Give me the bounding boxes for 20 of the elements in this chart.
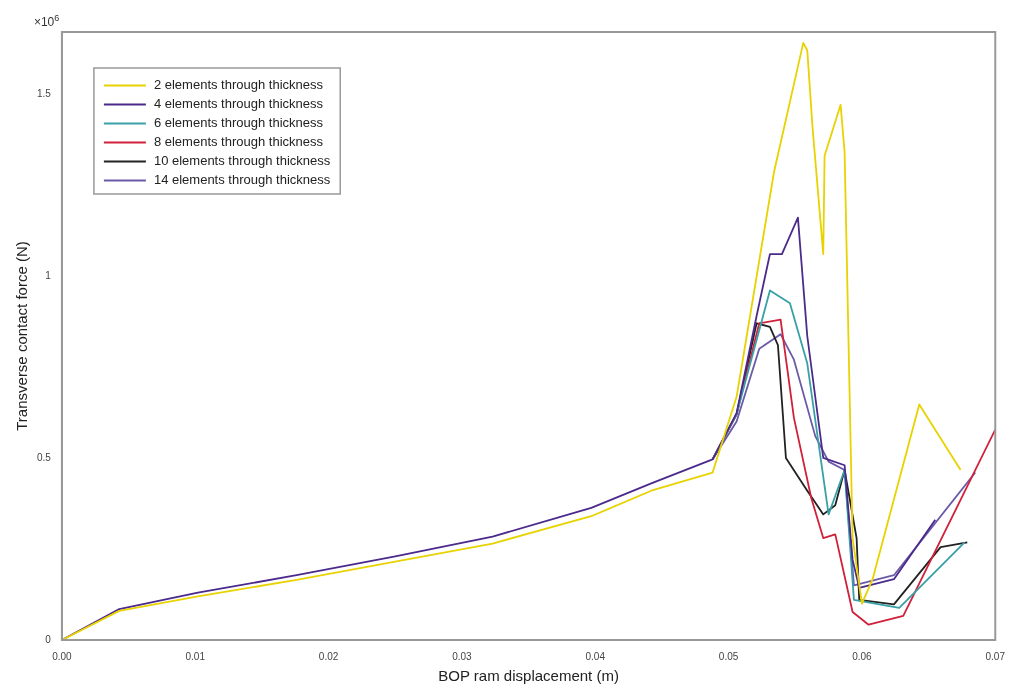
- legend-label: 8 elements through thickness: [153, 134, 324, 150]
- x-tick-label: 0.01: [185, 650, 206, 662]
- x-tick-label: 0.05: [718, 650, 739, 662]
- y-tick-label: 1.5: [37, 87, 52, 99]
- legend-label: 2 elements through thickness: [153, 77, 324, 93]
- y-axis-title: Transverse contact force (N): [13, 241, 31, 431]
- x-tick-label: 0.02: [318, 650, 339, 662]
- y-tick-label: 1: [45, 269, 52, 281]
- legend-label: 6 elements through thickness: [153, 115, 324, 131]
- x-tick-label: 0.07: [985, 650, 1006, 662]
- legend-label: 4 elements through thickness: [153, 96, 324, 112]
- x-tick-label: 0.04: [585, 650, 606, 662]
- x-tick-label: 0.06: [852, 650, 873, 662]
- x-tick-label: 0.00: [52, 650, 73, 662]
- x-axis-title: BOP ram displacement (m): [438, 667, 619, 685]
- y-tick-label: 0.5: [37, 451, 52, 463]
- legend-label: 14 elements through thickness: [153, 172, 331, 188]
- y-tick-label: 0: [45, 633, 52, 645]
- x-tick-label: 0.03: [452, 650, 473, 662]
- legend-label: 10 elements through thickness: [153, 153, 331, 169]
